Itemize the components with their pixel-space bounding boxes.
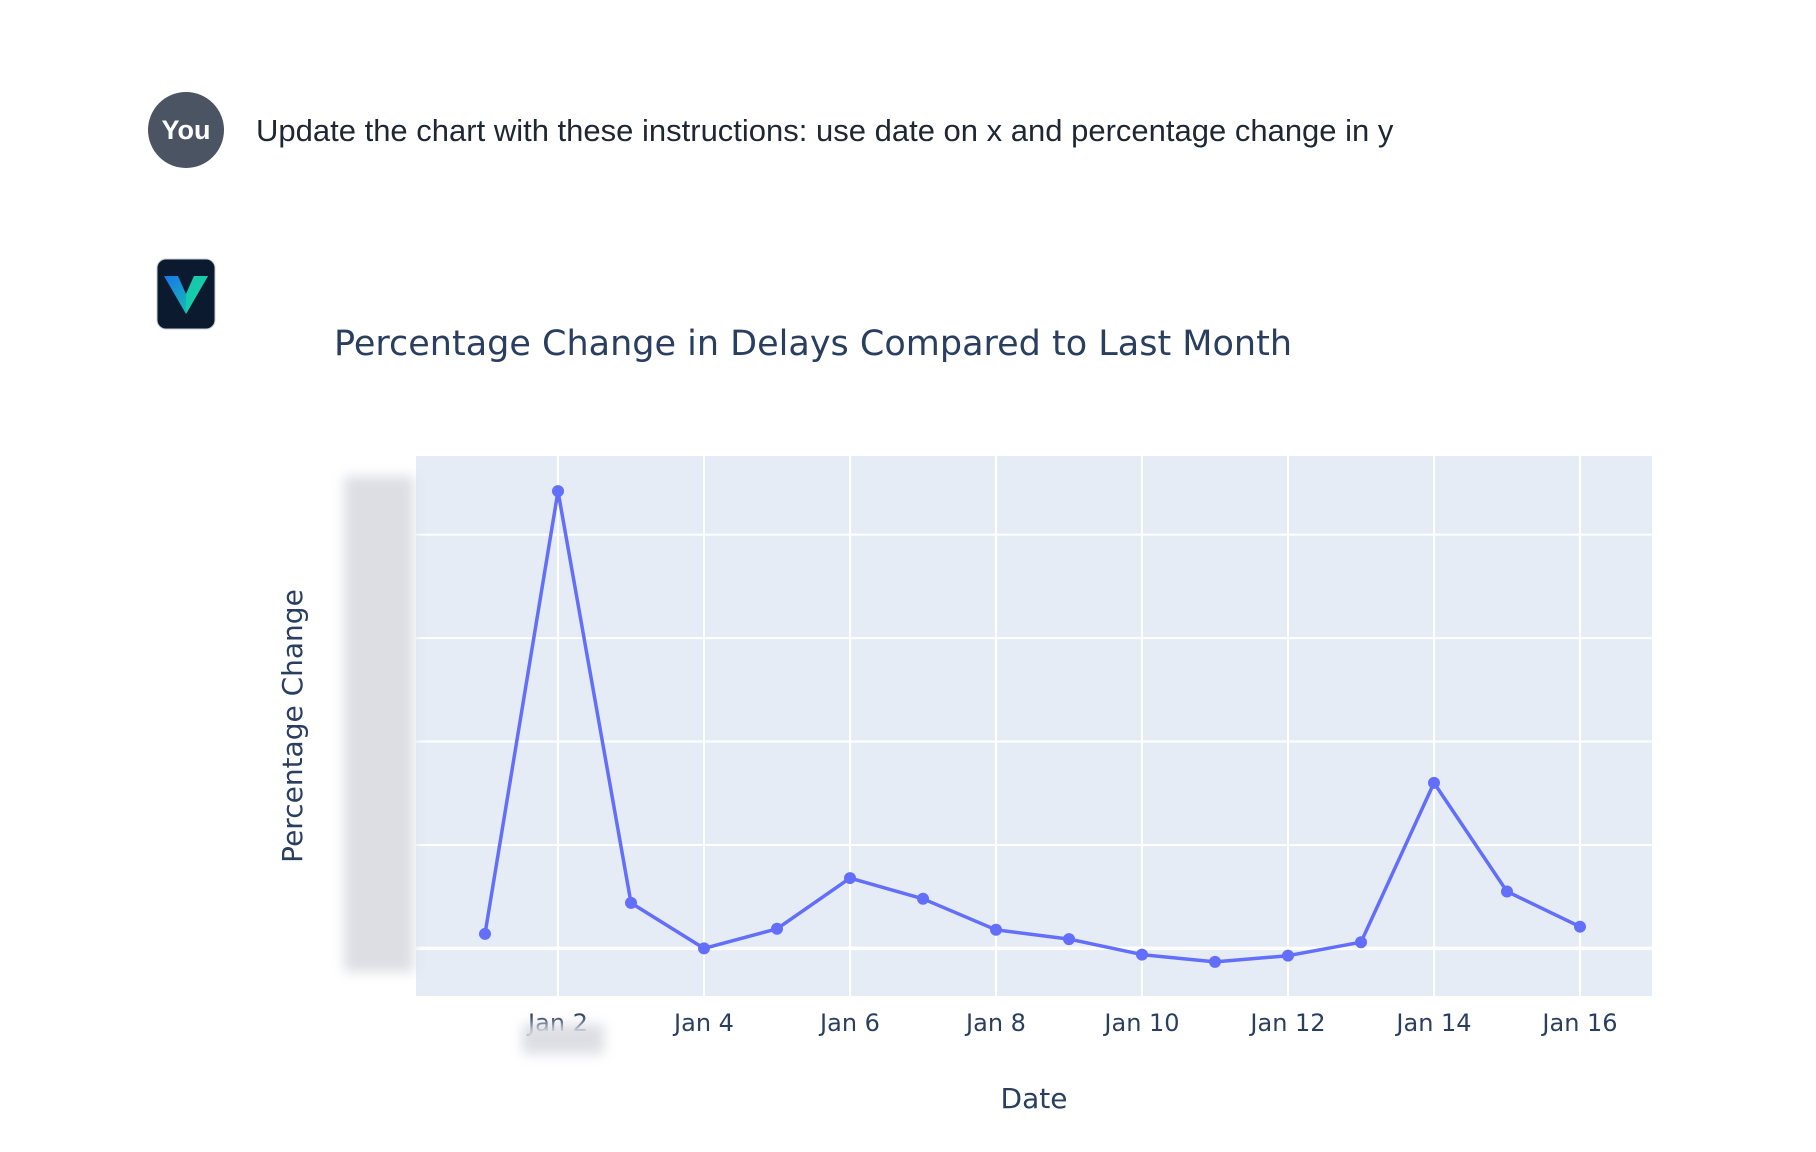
chart-title: Percentage Change in Delays Compared to …	[334, 324, 1292, 364]
data-point-jan-3[interactable]	[625, 897, 637, 909]
data-point-jan-8[interactable]	[990, 924, 1002, 936]
x-tick-label: Jan 12	[1248, 1009, 1325, 1037]
data-point-jan-13[interactable]	[1355, 936, 1367, 948]
x-axis-label: Date	[1001, 1082, 1068, 1115]
data-point-jan-4[interactable]	[698, 942, 710, 954]
x-tick-label: Jan 14	[1394, 1009, 1471, 1037]
x-tick-labels: Jan 2 Jan 4 Jan 6 Jan 8 Jan 10 Jan 12 Jan 14 Ja…	[526, 1009, 1618, 1037]
data-point-jan-15[interactable]	[1501, 886, 1513, 898]
data-point-jan-14[interactable]	[1428, 777, 1440, 789]
data-point-jan-2[interactable]	[552, 485, 564, 497]
data-point-jan-5[interactable]	[771, 923, 783, 935]
x-tick-label: Jan 10	[1102, 1009, 1179, 1037]
data-point-jan-16[interactable]	[1574, 921, 1586, 933]
x-tick-label: Jan 16	[1540, 1009, 1617, 1037]
x-tick-label: Jan 4	[672, 1009, 734, 1037]
data-point-jan-1[interactable]	[479, 928, 491, 940]
data-point-jan-11[interactable]	[1209, 956, 1221, 968]
x-tick-label: Jan 6	[818, 1009, 880, 1037]
data-point-jan-7[interactable]	[917, 893, 929, 905]
redacted-y-tick-labels	[344, 476, 414, 972]
data-point-jan-10[interactable]	[1136, 949, 1148, 961]
y-axis-label: Percentage Change	[276, 589, 309, 863]
x-tick-label: Jan 8	[964, 1009, 1026, 1037]
data-point-jan-9[interactable]	[1063, 933, 1075, 945]
data-point-jan-6[interactable]	[844, 872, 856, 884]
data-point-jan-12[interactable]	[1282, 950, 1294, 962]
redacted-x-subtitle	[522, 1024, 604, 1054]
